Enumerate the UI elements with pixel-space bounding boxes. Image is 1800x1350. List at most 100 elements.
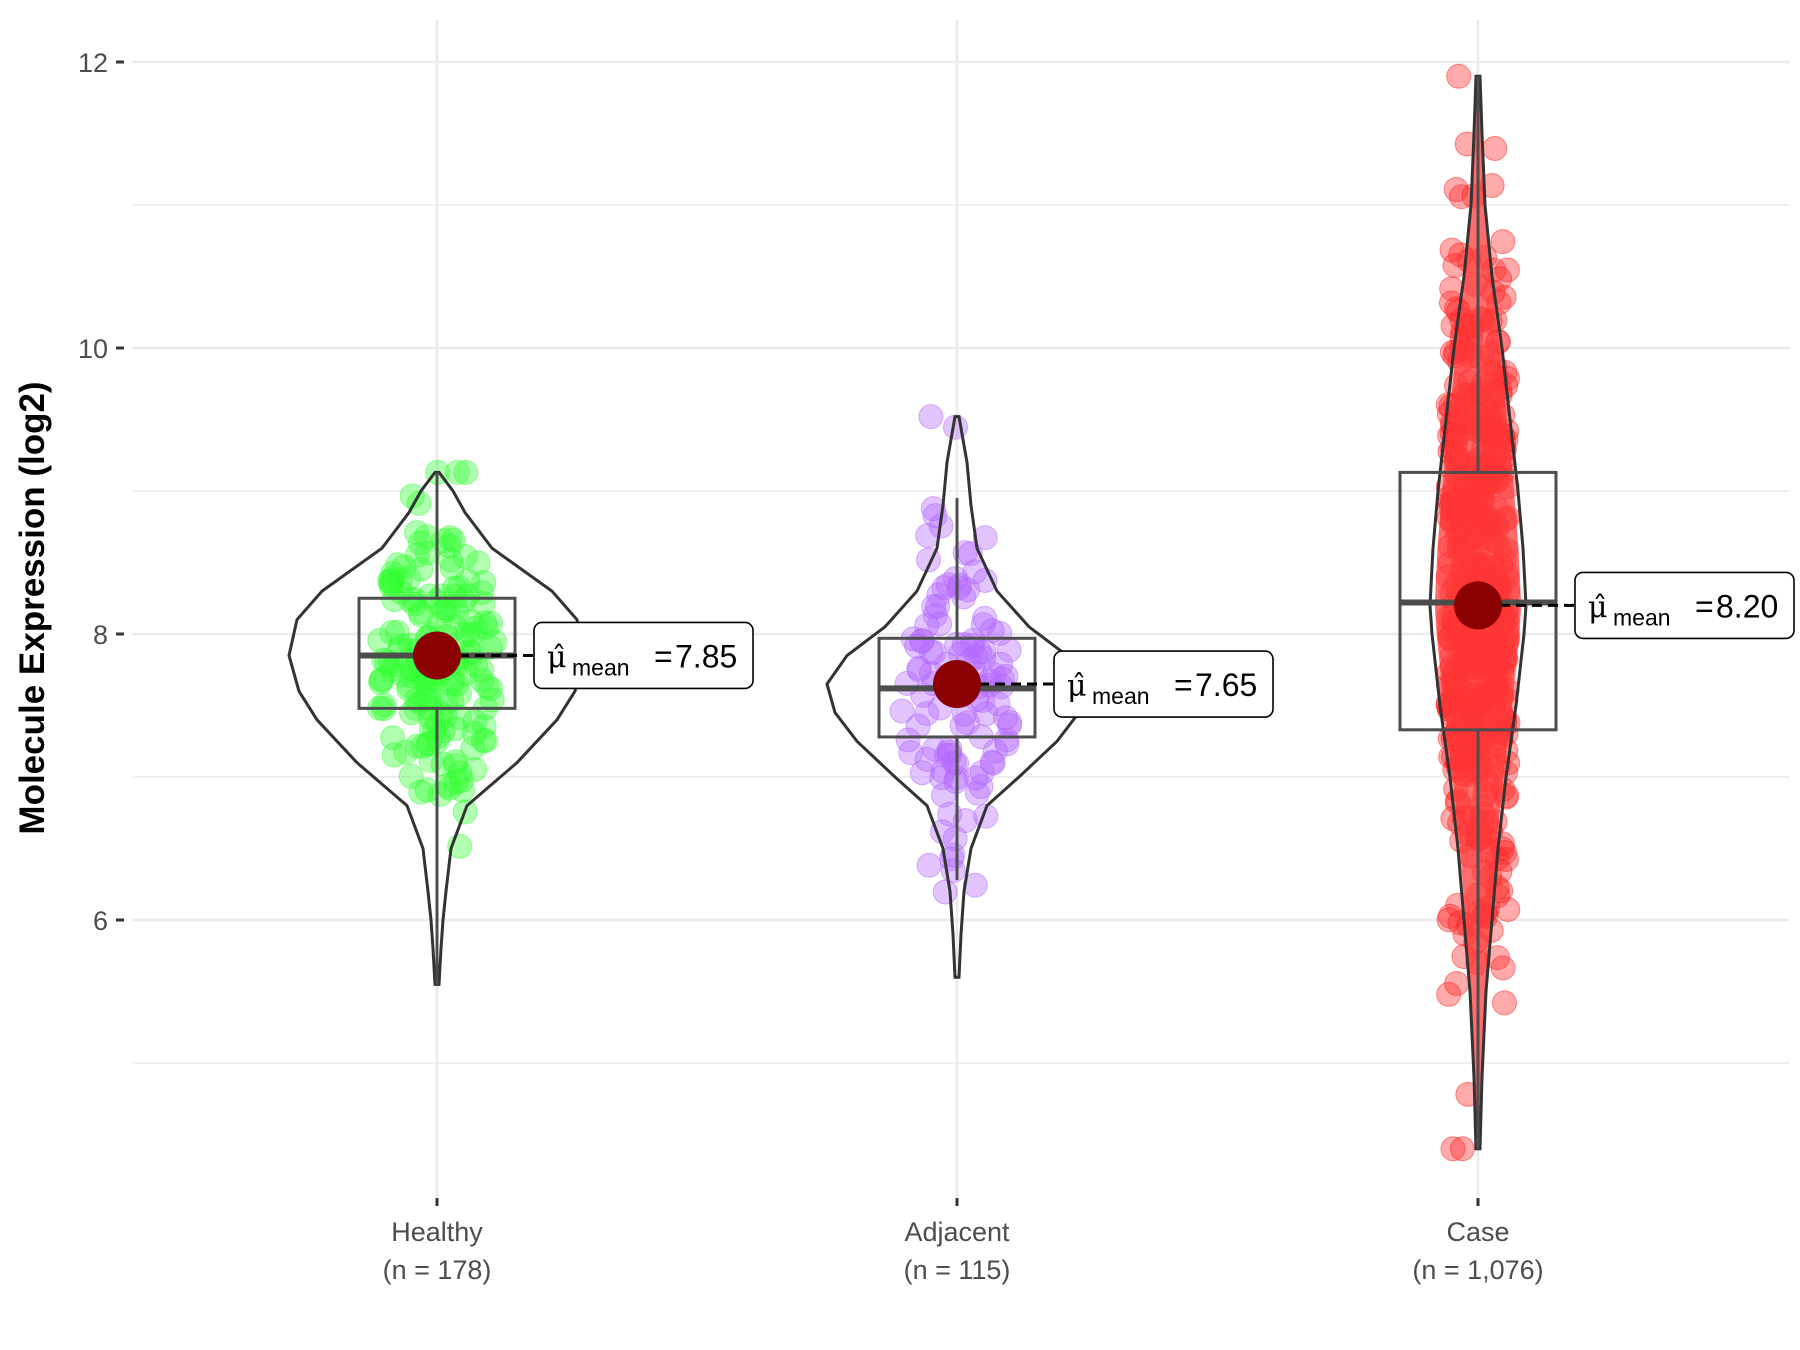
data-point [1494, 257, 1520, 283]
data-point [979, 749, 1005, 775]
mean-equals: = [654, 638, 673, 674]
data-point [454, 583, 480, 609]
mean-label-box [533, 621, 754, 690]
mean-subscript: mean [1092, 683, 1150, 709]
data-point [973, 701, 999, 727]
group-healthy: μ̂ mean = 7.85 [287, 459, 754, 986]
data-point [445, 459, 471, 485]
data-point [387, 568, 413, 594]
data-point [399, 700, 424, 726]
data-point [1490, 229, 1516, 255]
data-point [430, 751, 456, 777]
data-point [909, 628, 935, 654]
data-point [905, 713, 931, 739]
mean-marker [933, 660, 981, 709]
groups-layer: μ̂ mean = 7.85μ̂ mean = 7.65μ̂ mean = 8.20 [287, 63, 1795, 1162]
data-point [462, 757, 488, 782]
data-point [993, 705, 1019, 731]
data-point [1482, 136, 1508, 161]
mean-label-box [1053, 650, 1274, 718]
y-tick-label: 12 [78, 48, 108, 78]
data-point [461, 720, 487, 746]
data-point [463, 615, 489, 641]
data-point [909, 760, 935, 786]
data-point [972, 525, 998, 551]
data-point [898, 740, 924, 766]
data-point [404, 520, 430, 546]
data-point [393, 739, 419, 765]
x-tick-count: (n = 115) [904, 1255, 1011, 1285]
data-point [914, 701, 940, 726]
data-point [932, 879, 958, 905]
mean-label: μ̂ mean = 7.85 [533, 621, 754, 690]
mean-label-box [1574, 571, 1795, 640]
data-point [422, 717, 447, 742]
data-point [460, 735, 486, 761]
mean-label: μ̂ mean = 7.65 [1053, 650, 1274, 718]
y-tick-label: 6 [93, 906, 108, 936]
data-point [479, 687, 505, 713]
y-axis: 6 8 10 12 [78, 48, 124, 936]
data-point [925, 593, 951, 619]
data-point [414, 524, 440, 550]
x-tick-count: (n = 1,076) [1412, 1255, 1543, 1285]
data-point [971, 645, 997, 671]
data-point [437, 525, 463, 551]
data-point [895, 727, 921, 753]
x-tick-label: Case [1446, 1217, 1509, 1247]
data-point [993, 727, 1019, 753]
mean-subscript: mean [1613, 604, 1671, 630]
data-point [920, 496, 946, 522]
data-point [922, 602, 948, 628]
data-point [1443, 177, 1469, 202]
data-point [380, 725, 406, 751]
mean-symbol: μ̂ [1067, 669, 1087, 704]
data-point [970, 612, 996, 638]
data-point [964, 780, 990, 806]
data-point [377, 568, 403, 594]
data-point [1449, 1136, 1475, 1162]
data-point [452, 544, 478, 569]
data-point [930, 758, 956, 784]
data-point [379, 620, 405, 645]
group-case: μ̂ mean = 8.20 [1398, 63, 1795, 1162]
x-tick-label: Healthy [391, 1217, 483, 1247]
data-point [414, 777, 440, 803]
y-tick-label: 8 [93, 620, 108, 650]
mean-value: 7.85 [675, 638, 737, 674]
data-point [404, 687, 430, 713]
data-point [1495, 897, 1521, 922]
mean-equals: = [1695, 588, 1714, 624]
data-point [962, 872, 988, 898]
mean-subscript: mean [572, 654, 630, 680]
x-tick-count: (n = 178) [383, 1255, 492, 1285]
data-point [904, 633, 930, 659]
data-point [438, 547, 463, 573]
data-point [453, 459, 479, 485]
data-point [465, 550, 491, 576]
data-point [906, 657, 932, 683]
data-point [457, 608, 483, 634]
mean-symbol: μ̂ [1588, 590, 1608, 625]
data-point [385, 552, 411, 578]
violin-outline [825, 415, 1089, 979]
mean-value: 8.20 [1716, 588, 1778, 624]
mean-label: μ̂ mean = 8.20 [1574, 571, 1795, 640]
data-point [916, 852, 942, 878]
x-axis: Healthy (n = 178) Adjacent (n = 115) Case (n … [383, 1198, 1544, 1285]
mean-symbol: μ̂ [547, 640, 567, 675]
group-adjacent: μ̂ mean = 7.65 [825, 404, 1274, 979]
data-point [478, 676, 503, 702]
data-point [969, 760, 995, 785]
data-point [437, 775, 463, 801]
data-point [430, 718, 456, 744]
mean-equals: = [1174, 667, 1193, 703]
data-points-healthy [367, 459, 508, 859]
data-point [889, 698, 915, 724]
data-point [435, 596, 461, 622]
data-point [1436, 981, 1462, 1007]
data-point [447, 760, 473, 786]
violin-outline [287, 470, 587, 986]
data-point [942, 826, 968, 851]
